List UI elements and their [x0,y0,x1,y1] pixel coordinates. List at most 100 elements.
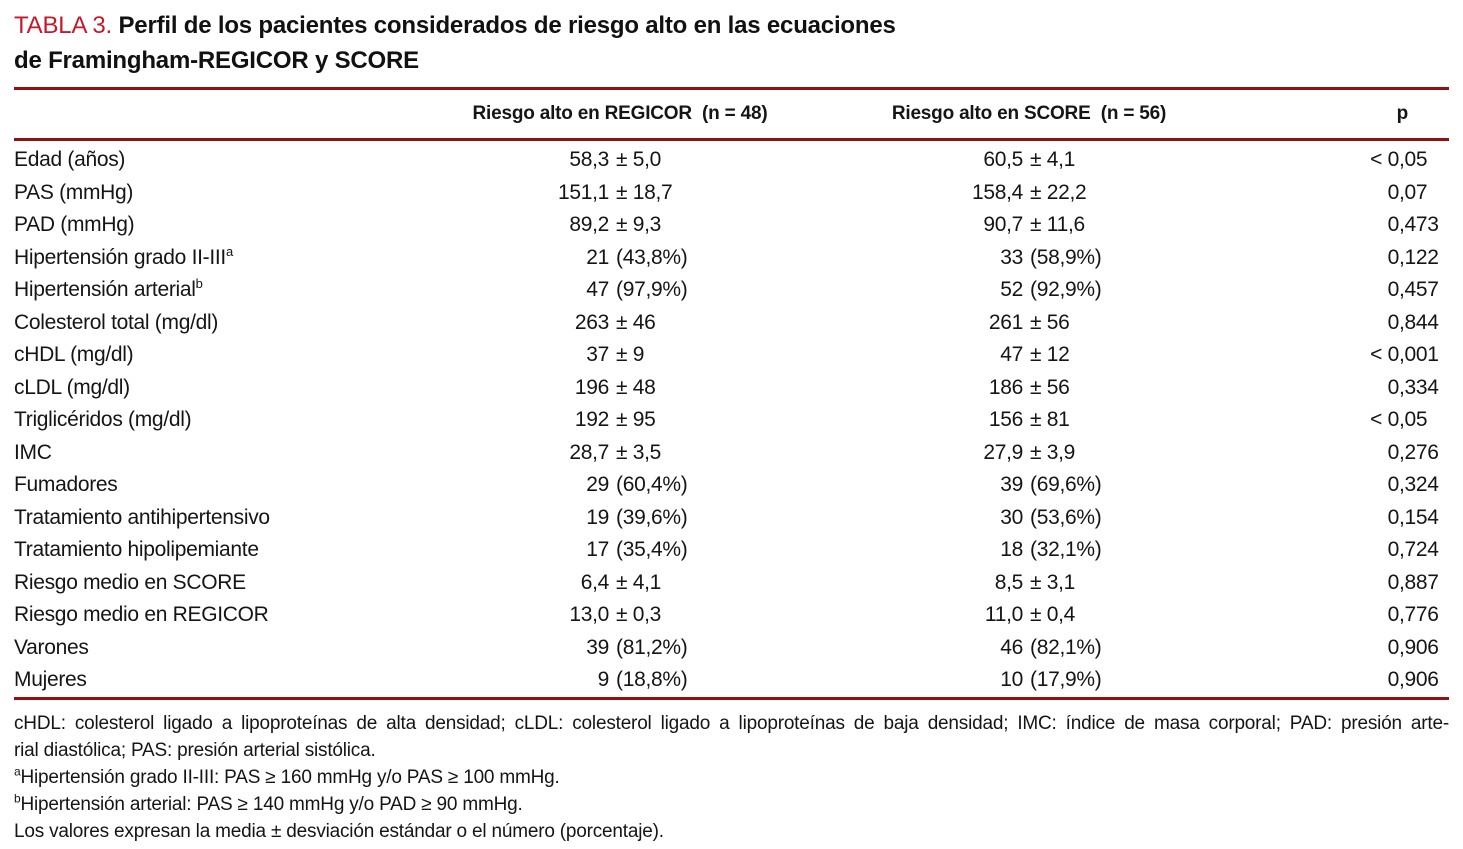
score-value-rest: (92,9%) [1030,278,1102,302]
score-value-num: 47 [1000,343,1023,367]
table-row: Tratamiento hipolipemiante 17 (35,4%) 18… [14,534,1449,567]
score-value-rest: (32,1%) [1030,538,1102,562]
score-value-rest: (58,9%) [1030,245,1102,269]
table-row: Triglicéridos (mg/dl) 192 ± 95 156 ± 81 … [14,404,1449,437]
regicor-value-num: 39 [586,635,609,659]
table-number-label: TABLA 3. [14,12,113,39]
row-label: Hipertensión grado II-IIIa [14,245,469,270]
footnote-abbreviations-line2: rial diastólica; PAS: presión arterial s… [14,739,376,761]
regicor-value-rest: ± 95 [616,408,656,432]
regicor-value-num: 21 [586,245,609,269]
p-value-int: 0 [1387,278,1400,302]
row-label: Tratamiento hipolipemiante [14,538,469,562]
table-title: TABLA 3. Perfil de los pacientes conside… [14,8,1449,78]
score-value-rest: ± 3,1 [1030,570,1076,594]
regicor-value-rest: ± 48 [616,375,656,399]
p-value-int: 0 [1387,570,1400,594]
score-value-num: 10 [1000,668,1023,692]
row-label-text: Tratamiento hipolipemiante [14,538,259,562]
regicor-value-rest: (35,4%) [616,538,688,562]
regicor-value-num: 151,1 [557,180,609,204]
regicor-value-rest: (39,6%) [616,505,688,529]
score-value-rest: (82,1%) [1030,635,1102,659]
p-value-int: 0 [1387,635,1400,659]
table-row: Mujeres 9 (18,8%) 10 (17,9%) 0 ,906 [14,664,1449,697]
regicor-value-num: 6,4 [580,570,610,594]
row-label-text: Fumadores [14,473,118,497]
p-value-dec: ,906 [1399,668,1439,692]
regicor-value-rest: ± 0,3 [616,603,662,627]
p-value-dec: ,276 [1399,440,1439,464]
table-row: Hipertensión arterialb 47 (97,9%) 52 (92… [14,274,1449,307]
row-label: Riesgo medio en REGICOR [14,603,469,627]
regicor-value-num: 37 [586,343,609,367]
p-value-int: 0 [1387,505,1400,529]
regicor-value-num: 89,2 [569,213,609,237]
regicor-value-num: 9 [597,668,610,692]
regicor-value-rest: ± 5,0 [616,148,662,172]
table-row: Edad (años) 58,3 ± 5,0 60,5 ± 4,1 < 0 ,0… [14,144,1449,177]
p-value-dec: ,05 [1399,148,1428,172]
regicor-value-num: 192 [574,408,609,432]
column-header-p: p [1396,103,1409,124]
footnote-b-marker: b [14,791,21,806]
p-value-int: 0 [1387,375,1400,399]
bottom-rule [14,696,1449,700]
score-value-num: 261 [988,310,1023,334]
score-value-rest: ± 56 [1030,375,1070,399]
score-value-rest: ± 11,6 [1030,213,1085,237]
p-value-int: 0 [1387,245,1400,269]
p-value-dec: ,154 [1399,505,1439,529]
p-value-int: 0 [1387,213,1400,237]
p-value-int: < 0 [1370,343,1399,367]
regicor-value-num: 19 [586,505,609,529]
regicor-value-rest: ± 18,7 [616,180,673,204]
regicor-value-num: 47 [586,278,609,302]
regicor-value-rest: (97,9%) [616,278,688,302]
table-row: Varones 39 (81,2%) 46 (82,1%) 0 ,906 [14,632,1449,665]
footnote-a-marker: a [14,764,21,779]
score-value-num: 90,7 [983,213,1023,237]
row-label-text: cLDL (mg/dl) [14,375,130,399]
row-label-text: Edad (años) [14,148,126,172]
row-label: Triglicéridos (mg/dl) [14,408,469,432]
p-value-int: 0 [1387,603,1400,627]
row-label-text: Tratamiento antihipertensivo [14,505,270,529]
score-value-num: 8,5 [994,570,1024,594]
p-value-dec: ,473 [1399,213,1439,237]
score-value-num: 33 [1000,245,1023,269]
row-label: Edad (años) [14,148,469,172]
regicor-value-rest: (18,8%) [616,668,688,692]
score-value-num: 11,0 [984,603,1023,627]
footnote-b: bHipertensión arterial: PAS ≥ 140 mmHg y… [14,791,1449,818]
regicor-value-rest: ± 9,3 [616,213,662,237]
score-value-num: 158,4 [971,180,1023,204]
regicor-value-rest: ± 4,1 [616,570,662,594]
row-label-text: PAS (mmHg) [14,180,134,204]
row-label: Hipertensión arterialb [14,277,469,302]
p-value-dec: ,776 [1399,603,1439,627]
score-value-rest: (69,6%) [1030,473,1102,497]
row-label-text: Triglicéridos (mg/dl) [14,408,192,432]
regicor-value-num: 29 [586,473,609,497]
p-value-int: 0 [1387,310,1400,334]
top-rule [14,87,1449,90]
row-label-text: Mujeres [14,668,87,692]
score-value-rest: ± 0,4 [1030,603,1076,627]
regicor-value-rest: ± 9 [616,343,645,367]
row-label-text: IMC [14,440,52,464]
score-value-num: 39 [1000,473,1023,497]
regicor-value-rest: (81,2%) [616,635,688,659]
score-value-rest: ± 4,1 [1030,148,1076,172]
table-row: Riesgo medio en REGICOR 13,0 ± 0,3 11,0 … [14,599,1449,632]
p-value-dec: ,724 [1399,538,1439,562]
footnote-a-text: Hipertensión grado II-III: PAS ≥ 160 mmH… [20,766,560,788]
row-label-text: Varones [14,635,89,659]
regicor-value-num: 263 [574,310,609,334]
p-value-dec: ,457 [1399,278,1439,302]
p-value-dec: ,844 [1399,310,1439,334]
regicor-value-rest: ± 46 [616,310,656,334]
regicor-value-num: 58,3 [569,148,609,172]
score-value-rest: ± 81 [1030,408,1070,432]
row-label: PAD (mmHg) [14,213,469,237]
